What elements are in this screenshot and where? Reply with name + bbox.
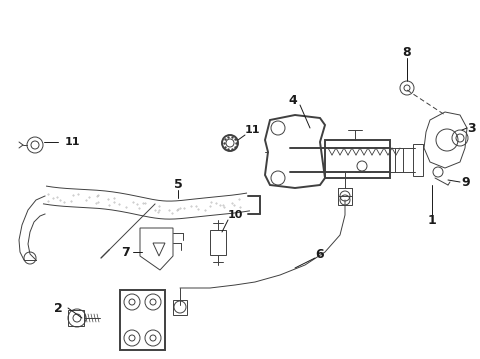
Text: 10: 10 [228,210,243,220]
Text: 11: 11 [64,137,80,147]
Text: 7: 7 [120,246,130,258]
Text: 3: 3 [468,121,476,135]
Text: 9: 9 [462,176,470,188]
Text: 6: 6 [316,248,324,261]
Text: 1: 1 [428,214,436,227]
Text: 5: 5 [174,178,182,191]
Text: 11: 11 [244,125,260,135]
Text: 8: 8 [403,46,411,59]
Text: 4: 4 [288,93,298,107]
Text: 2: 2 [54,302,62,314]
